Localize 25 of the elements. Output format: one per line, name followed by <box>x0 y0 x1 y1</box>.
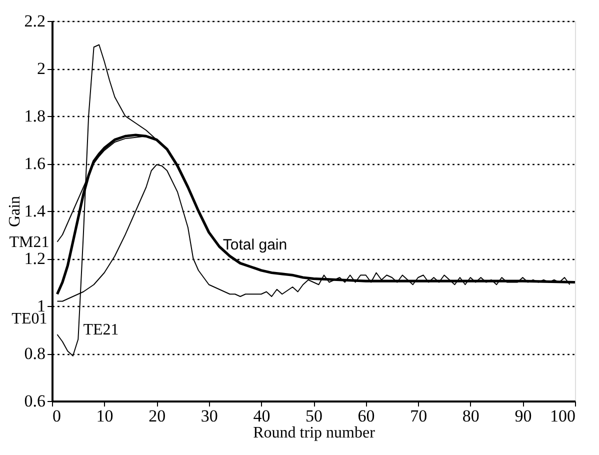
series-label: Total gain <box>222 236 288 254</box>
x-axis-title: Round trip number <box>253 424 376 442</box>
y-tick-label: 0.8 <box>24 344 46 363</box>
y-tick-label: 1.8 <box>24 106 46 126</box>
x-tick-label: 30 <box>200 406 218 426</box>
x-tick-label: 80 <box>462 406 480 426</box>
series-label: TE21 <box>83 322 119 338</box>
x-tick-label: 10 <box>96 406 114 426</box>
y-tick-label: 0.6 <box>24 392 46 410</box>
y-tick-label: 1.4 <box>24 202 46 220</box>
x-tick-label: 50 <box>306 406 322 426</box>
y-tick-label: 2 <box>37 59 46 78</box>
x-tick-label: 20 <box>148 406 166 426</box>
y-tick-label: 1.2 <box>24 249 46 268</box>
x-tick-label: 100 <box>550 406 576 426</box>
y-tick-label: 1.6 <box>24 154 46 173</box>
y-axis-title: Gain <box>6 196 24 228</box>
x-tick-label: 60 <box>358 406 375 426</box>
x-tick-label: 40 <box>253 406 270 426</box>
x-tick-label: 90 <box>514 406 532 426</box>
x-tick-label: 70 <box>410 406 428 426</box>
series-label: TM21 <box>9 234 50 251</box>
x-tick-label: 0 <box>52 406 61 426</box>
y-tick-label: 2.2 <box>24 12 46 30</box>
series-label: TE01 <box>12 310 48 328</box>
